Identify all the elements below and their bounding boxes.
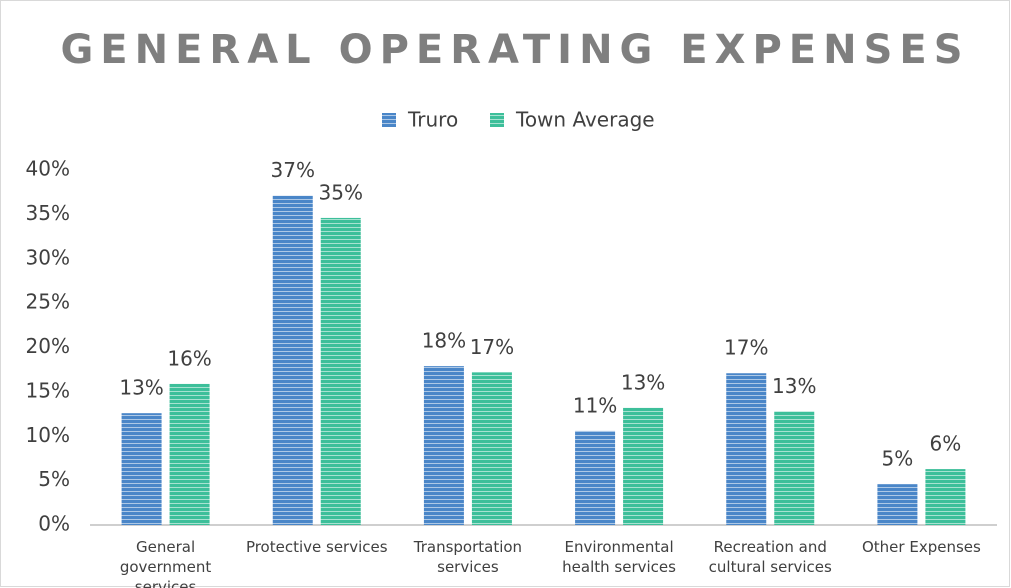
- y-tick-label: 25%: [26, 290, 70, 314]
- bar: [320, 217, 361, 526]
- bar: [272, 195, 313, 526]
- data-label: 18%: [422, 329, 466, 353]
- data-label: 35%: [319, 180, 363, 204]
- x-tick-label: Environmental health services: [562, 538, 676, 576]
- bar: [121, 413, 162, 525]
- y-tick-label: 35%: [26, 201, 70, 225]
- x-tick-label: General government services: [119, 538, 212, 588]
- data-label: 13%: [772, 374, 816, 398]
- chart-title: GENERAL OPERATING EXPENSES: [60, 27, 969, 73]
- bar: [575, 430, 616, 525]
- data-label: 16%: [167, 346, 211, 370]
- y-tick-label: 30%: [26, 245, 70, 269]
- data-label: 11%: [573, 393, 617, 417]
- bar: [471, 372, 512, 525]
- bar: [877, 484, 918, 525]
- y-tick-label: 15%: [26, 378, 70, 402]
- y-tick-label: 5%: [38, 467, 70, 491]
- x-tick-label: Recreation and cultural services: [708, 538, 832, 576]
- legend-swatch: [382, 113, 396, 127]
- data-label: 17%: [470, 335, 514, 359]
- bar: [169, 383, 210, 525]
- y-tick-label: 20%: [26, 334, 70, 358]
- data-label: 17%: [724, 336, 768, 360]
- x-tick-label: Protective services: [245, 538, 388, 556]
- legend-label: Town Average: [515, 108, 655, 132]
- data-label: 13%: [119, 376, 163, 400]
- legend-label: Truro: [407, 108, 458, 132]
- data-label: 5%: [882, 447, 914, 471]
- y-tick-label: 10%: [26, 423, 70, 447]
- bar: [423, 366, 464, 525]
- bar: [623, 407, 664, 525]
- data-label: 13%: [621, 370, 665, 394]
- bar: [925, 469, 966, 525]
- y-tick-label: 0%: [38, 512, 70, 536]
- x-tick-label: Other Expenses: [861, 538, 981, 556]
- x-tick-label: Transportation services: [413, 538, 523, 576]
- data-label: 37%: [271, 158, 315, 182]
- bar: [774, 411, 815, 525]
- data-label: 6%: [930, 432, 962, 456]
- y-tick-label: 40%: [26, 157, 70, 181]
- legend-swatch: [490, 113, 504, 127]
- bar: [726, 373, 767, 525]
